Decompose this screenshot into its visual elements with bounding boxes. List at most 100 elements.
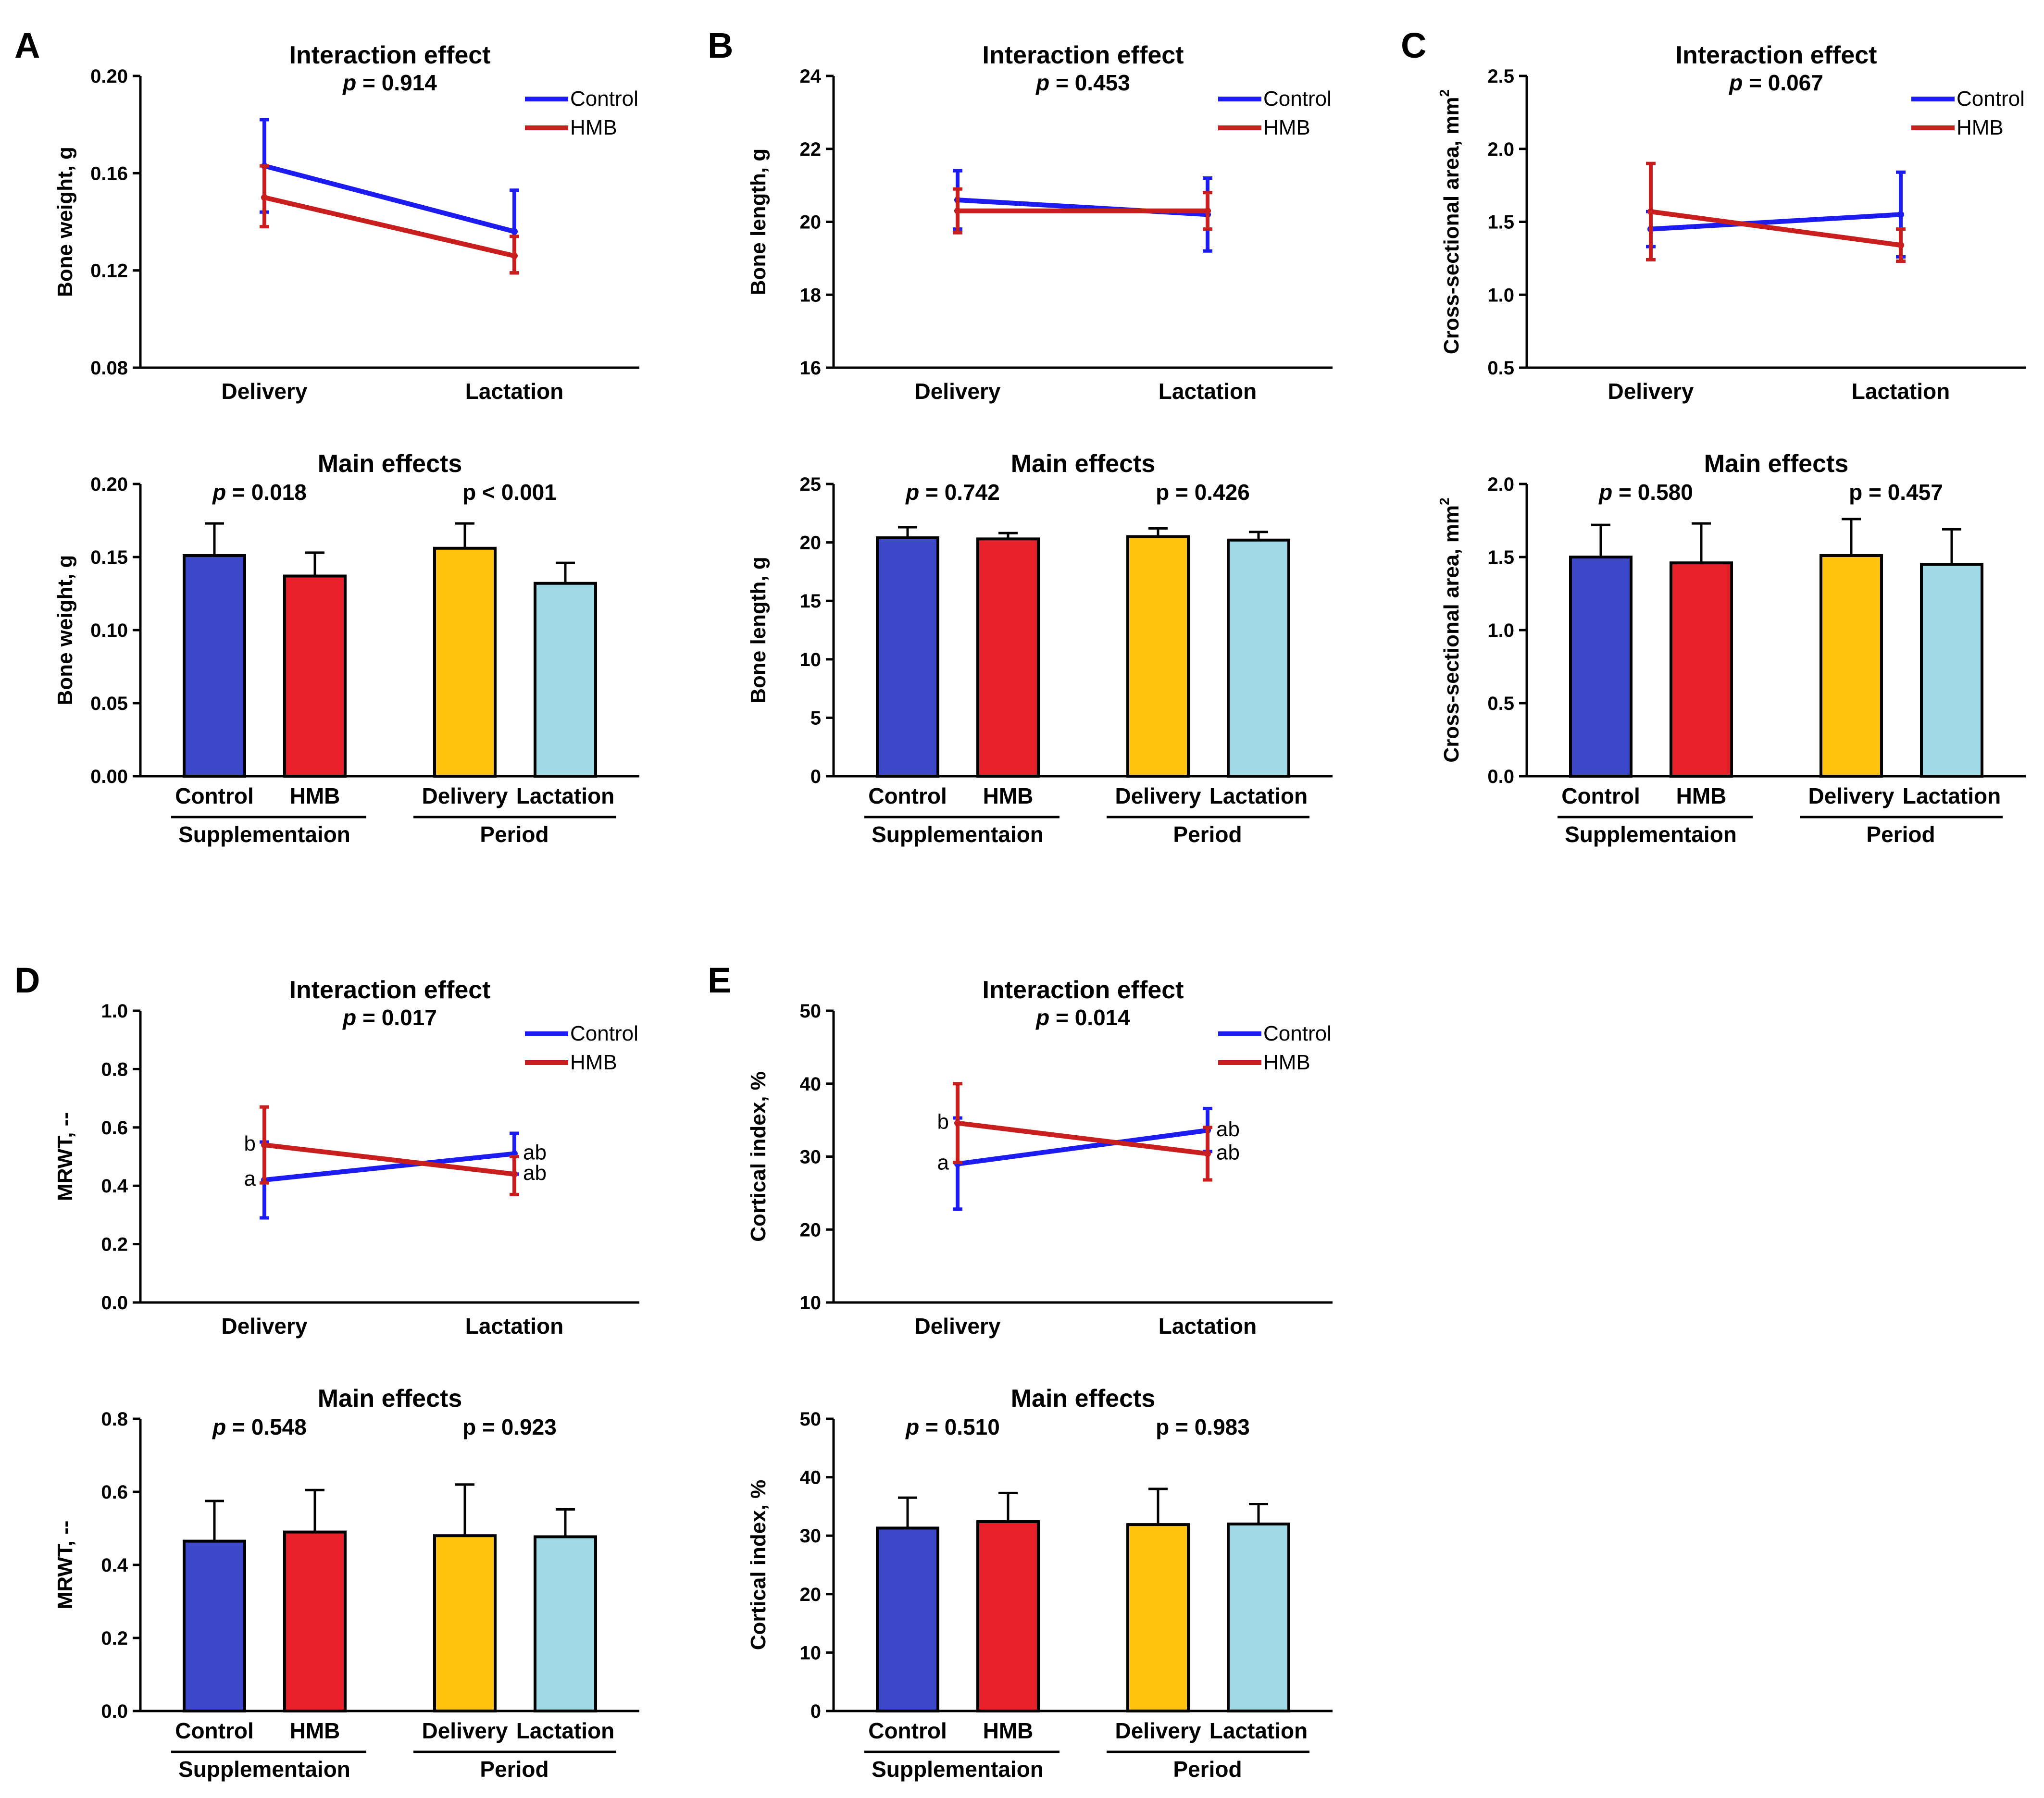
series-hmb-line (262, 195, 517, 259)
series-hmb-point (511, 252, 518, 260)
main-y-tick-label: 0 (810, 766, 821, 787)
bar-control (183, 554, 246, 778)
interaction-title: Interaction effect (1676, 41, 1877, 69)
interaction-x-category: Lactation (1159, 1314, 1257, 1339)
main-y-axis-label-text: Cortical index, % (747, 1480, 770, 1650)
series-hmb-significance-letter: b (937, 1110, 949, 1134)
interaction-y-tick-label: 1.0 (1487, 285, 1514, 306)
main-y-tick-label: 0.8 (101, 1409, 128, 1430)
legend-label-hmb: HMB (570, 116, 617, 139)
interaction-y-tick-label: 10 (800, 1292, 822, 1314)
interaction-p-symbol: p (342, 1005, 356, 1030)
panel-letter: C (1401, 25, 1426, 65)
group-p-symbol: p (212, 1414, 226, 1439)
main-y-axis-label-text: Bone length, g (747, 557, 770, 704)
main-y-tick-label: 0.5 (1487, 693, 1514, 714)
bar-delivery (1126, 535, 1190, 778)
series-hmb-point (954, 1119, 961, 1127)
group-p-text: = 0.923 (476, 1414, 557, 1439)
interaction-p-symbol: p (342, 70, 356, 95)
interaction-y-tick-label: 16 (800, 358, 822, 379)
series-hmb-point (1204, 207, 1211, 214)
series-control-line (1648, 212, 1903, 232)
main-y-tick-label: 30 (800, 1525, 822, 1547)
main-y-tick-label: 10 (800, 649, 822, 670)
bar-category-label: Delivery (1115, 1718, 1201, 1743)
series-hmb-line (262, 1142, 517, 1177)
interaction-y-tick-label: 0.4 (101, 1176, 128, 1197)
interaction-y-tick-label: 24 (800, 66, 822, 87)
main-y-tick-label: 0.10 (90, 620, 128, 641)
interaction-x-category: Lactation (465, 1314, 563, 1339)
main-y-tick-label: 0.00 (90, 766, 128, 787)
interaction-p-value: p = 0.014 (1035, 1005, 1130, 1030)
bar-category-label: Lactation (516, 783, 614, 808)
group-p-symbol: p (905, 1414, 919, 1439)
interaction-y-tick-label: 0.2 (101, 1234, 128, 1255)
interaction-y-axis-label: Cortical index, % (747, 1071, 770, 1242)
interaction-y-tick-label: 22 (800, 139, 822, 160)
main-y-axis-label: Bone length, g (747, 557, 770, 704)
panel-letter: E (708, 960, 731, 1000)
group-p-text: = 0.548 (226, 1414, 307, 1439)
group-p-symbol: p (1598, 480, 1612, 505)
main-y-tick-label: 1.0 (1487, 620, 1514, 641)
group-p-symbol: p (1849, 480, 1862, 505)
interaction-p-symbol: p (1035, 70, 1049, 95)
interaction-y-axis-label: Bone length, g (747, 149, 770, 296)
main-y-tick-label: 20 (800, 533, 822, 554)
bar-category-label: Delivery (1808, 783, 1894, 808)
panel-letter: A (14, 25, 40, 65)
group-p-text: = 0.510 (919, 1414, 1000, 1439)
group-p-value: p = 0.742 (905, 480, 1000, 505)
group-p-value: p < 0.001 (462, 480, 557, 505)
group-p-value: p = 0.457 (1849, 480, 1943, 505)
interaction-y-axis-label-text: Cross-sectional area, mm (1440, 97, 1463, 355)
main-effects-title: Main effects (1011, 450, 1156, 478)
bar-category-label: HMB (1676, 783, 1727, 808)
bar-control (876, 1526, 939, 1712)
main-y-tick-label: 25 (800, 474, 822, 495)
interaction-p-text: = 0.067 (1743, 70, 1823, 95)
bar-category-label: HMB (290, 783, 340, 808)
group-p-value: p = 0.923 (462, 1414, 557, 1439)
main-y-axis-label: Bone weight, g (53, 555, 77, 706)
bar-hmb (976, 537, 1040, 778)
bar-hmb (283, 1530, 347, 1712)
group-label: Supplementaion (872, 822, 1044, 847)
bar-delivery (1820, 554, 1883, 778)
main-y-tick-label: 0.2 (101, 1628, 128, 1649)
group-p-text: = 0.580 (1612, 480, 1693, 505)
interaction-y-axis-label-superscript: 2 (1437, 89, 1452, 97)
main-y-tick-label: 0.0 (101, 1701, 128, 1722)
interaction-x-category: Lactation (465, 379, 563, 404)
interaction-y-tick-label: 1.5 (1487, 212, 1514, 233)
main-y-tick-label: 0.15 (90, 547, 128, 568)
group-p-text: = 0.426 (1169, 480, 1250, 505)
group-label: Supplementaion (872, 1757, 1044, 1782)
interaction-x-category: Delivery (221, 379, 307, 404)
legend-label-control: Control (1263, 87, 1332, 111)
group-label: Period (1866, 822, 1935, 847)
main-y-tick-label: 1.5 (1487, 547, 1514, 568)
interaction-y-axis-label: Bone weight, g (53, 147, 77, 297)
bar-lactation (1227, 538, 1290, 778)
interaction-y-tick-label: 0.20 (90, 66, 128, 87)
bar-lactation (1227, 1522, 1290, 1712)
interaction-y-tick-label: 1.0 (101, 1001, 128, 1022)
panel-letter: D (14, 960, 40, 1000)
main-y-tick-label: 50 (800, 1409, 822, 1430)
bar-category-label: Delivery (422, 1718, 508, 1743)
main-y-tick-label: 0.05 (90, 693, 128, 714)
bar-category-label: Lactation (1209, 1718, 1308, 1743)
panel-a: A 0.08 0.12 0.16 0.20 Bone weight, g Interacti… (14, 25, 639, 847)
bar-delivery (433, 546, 497, 778)
series-hmb-point (511, 1170, 518, 1178)
interaction-y-tick-label: 2.0 (1487, 139, 1514, 160)
interaction-title: Interaction effect (289, 41, 491, 69)
interaction-p-text: = 0.014 (1049, 1005, 1130, 1030)
main-y-tick-label: 15 (800, 591, 822, 612)
series-hmb-point (1204, 1150, 1211, 1157)
